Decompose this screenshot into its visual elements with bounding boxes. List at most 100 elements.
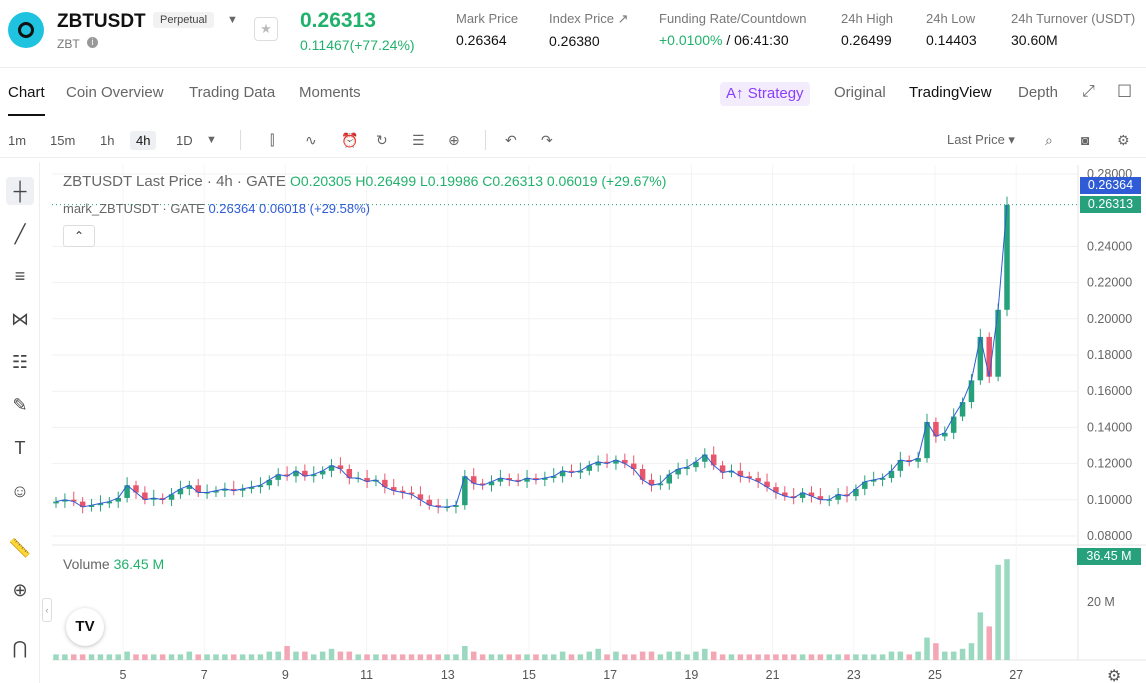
- volume-bar: [133, 654, 139, 660]
- chart-legend-last-price: ZBTUSDT Last Price · 4h · GATE O0.20305 …: [63, 173, 667, 190]
- window-toggle-icon[interactable]: ☐: [1117, 82, 1133, 101]
- volume-bar: [462, 646, 468, 660]
- volume-bar: [186, 651, 193, 660]
- stat-label: 24h Low: [926, 11, 976, 26]
- timeframe-15m[interactable]: 15m: [50, 133, 76, 148]
- ruler-icon[interactable]: 📏: [8, 538, 32, 558]
- candle: [702, 454, 708, 462]
- stat-label: Funding Rate/Countdown: [659, 11, 807, 26]
- candle: [213, 490, 219, 493]
- trend-line-icon[interactable]: ╱: [14, 224, 26, 244]
- info-icon[interactable]: i: [87, 37, 98, 48]
- candle: [177, 488, 184, 495]
- undo-icon[interactable]: ↶: [505, 132, 517, 148]
- collapse-legend-button[interactable]: ⌃: [63, 225, 95, 247]
- candle: [231, 488, 237, 491]
- candle: [897, 459, 904, 471]
- candle: [124, 485, 130, 498]
- alert-icon[interactable]: ⏰: [341, 132, 359, 148]
- fib-icon[interactable]: ☷: [11, 352, 29, 372]
- timeframe-1d[interactable]: 1D: [176, 133, 193, 148]
- volume-bar: [666, 651, 673, 660]
- candle: [755, 478, 761, 482]
- stat-index-price[interactable]: Index Price ↗ 0.26380: [549, 11, 629, 49]
- candle: [328, 465, 335, 471]
- crosshair-icon[interactable]: ┼: [6, 177, 34, 205]
- volume-bar: [328, 648, 335, 660]
- candle: [853, 488, 859, 497]
- volume-bar: [515, 654, 521, 660]
- tab-trading-data[interactable]: Trading Data: [189, 84, 276, 101]
- timeframe-4h[interactable]: 4h: [130, 131, 157, 150]
- candle: [906, 459, 912, 462]
- volume-bar: [613, 651, 619, 660]
- horizontal-lines-icon[interactable]: ≡: [14, 266, 26, 286]
- candle: [613, 459, 619, 464]
- candle: [879, 478, 886, 480]
- timeframe-1h[interactable]: 1h: [100, 133, 115, 148]
- gear-icon[interactable]: ⚙: [1117, 132, 1130, 148]
- favorite-star-icon[interactable]: ★: [254, 17, 278, 41]
- view-original[interactable]: Original: [834, 84, 886, 101]
- timeframe-1m[interactable]: 1m: [8, 133, 27, 148]
- price-type-select[interactable]: Last Price ▾: [947, 132, 1015, 147]
- candle: [959, 402, 966, 417]
- candle: [497, 478, 504, 482]
- settings-list-icon[interactable]: ☰: [412, 132, 425, 148]
- add-plus-icon[interactable]: ⊕: [448, 132, 460, 148]
- tab-moments[interactable]: Moments: [299, 84, 361, 101]
- magnet-icon[interactable]: ⋂: [12, 638, 28, 658]
- candle: [159, 497, 166, 500]
- candle: [142, 492, 148, 500]
- stat-value: 0.26380: [549, 33, 600, 49]
- view-depth[interactable]: Depth: [1018, 84, 1059, 101]
- collapse-sidebar-button[interactable]: ‹: [42, 598, 52, 622]
- tab-chart[interactable]: Chart: [8, 84, 45, 116]
- volume-bar: [648, 651, 655, 660]
- candle: [470, 476, 477, 484]
- volume-bar: [559, 651, 566, 660]
- replay-icon[interactable]: ↻: [376, 132, 388, 148]
- candle: [542, 478, 548, 480]
- drawing-tools-sidebar: ┼ ╱ ≡ ⋈ ☷ ✎ T ☺ 📏 ⊕ ⋂: [0, 162, 40, 683]
- candle: [319, 470, 326, 475]
- volume-bar: [906, 654, 912, 660]
- camera-icon[interactable]: ◙: [1081, 132, 1090, 148]
- symbol-name[interactable]: ZBTUSDT: [57, 11, 146, 32]
- redo-icon[interactable]: ↷: [541, 132, 553, 148]
- volume-bar: [968, 643, 975, 660]
- volume-bar: [337, 651, 344, 660]
- symbol-dropdown-icon[interactable]: ▼: [227, 14, 238, 26]
- emoji-icon[interactable]: ☺: [10, 481, 30, 501]
- fullscreen-icon[interactable]: ⤢: [1082, 83, 1095, 100]
- candle-type-icon[interactable]: ⫿: [270, 132, 275, 148]
- timeframe-dropdown-icon[interactable]: ▼: [206, 134, 217, 146]
- toolbar-divider: [485, 130, 486, 150]
- pattern-icon[interactable]: ⋈: [11, 309, 29, 329]
- x-axis-tick-label: 13: [441, 668, 455, 682]
- text-icon[interactable]: T: [14, 438, 26, 458]
- volume-bar: [782, 654, 788, 660]
- mark-values: 0.26364 0.06018 (+29.58%): [208, 201, 370, 216]
- brush-icon[interactable]: ✎: [12, 395, 28, 415]
- stat-24h-turnover: 24h Turnover (USDT) 30.60M: [1011, 11, 1135, 48]
- zoom-icon[interactable]: ⊕: [12, 580, 28, 600]
- strategy-button[interactable]: A↑ Strategy: [720, 82, 810, 106]
- indicators-icon[interactable]: ∿: [305, 132, 317, 148]
- x-axis-tick-label: 9: [282, 668, 289, 682]
- view-tradingview[interactable]: TradingView: [909, 84, 992, 101]
- volume-bar: [115, 654, 121, 660]
- stat-value: 0.26364: [456, 32, 507, 48]
- tradingview-logo-icon: TV: [66, 608, 104, 646]
- y-axis-tick-label: 0.20000: [1087, 312, 1132, 326]
- volume-bar: [488, 654, 495, 660]
- volume-bar: [275, 651, 281, 660]
- volume-bar: [435, 654, 441, 660]
- volume-bar: [124, 651, 130, 660]
- search-icon[interactable]: ⌕: [1045, 132, 1053, 148]
- y-axis-tick-label: 0.24000: [1087, 239, 1132, 253]
- tab-coin-overview[interactable]: Coin Overview: [66, 84, 164, 101]
- volume-bar: [693, 651, 699, 660]
- candle: [195, 485, 201, 493]
